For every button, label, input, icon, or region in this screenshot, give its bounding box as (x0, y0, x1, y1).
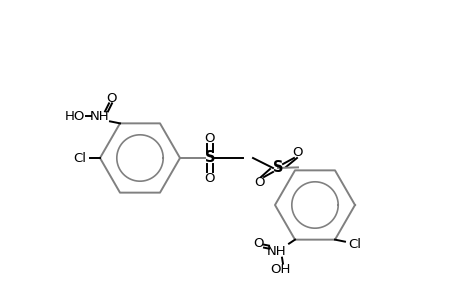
Text: O: O (292, 146, 302, 160)
Text: O: O (254, 176, 265, 188)
Text: NH: NH (90, 110, 110, 123)
Text: S: S (204, 151, 215, 166)
Text: OH: OH (269, 263, 290, 276)
Text: HO: HO (65, 110, 85, 123)
Text: O: O (204, 172, 215, 184)
Text: O: O (106, 92, 117, 105)
Text: Cl: Cl (73, 152, 86, 164)
Text: S: S (272, 160, 283, 175)
Text: O: O (253, 237, 263, 250)
Text: O: O (204, 131, 215, 145)
Text: NH: NH (267, 245, 286, 258)
Text: Cl: Cl (348, 238, 361, 251)
